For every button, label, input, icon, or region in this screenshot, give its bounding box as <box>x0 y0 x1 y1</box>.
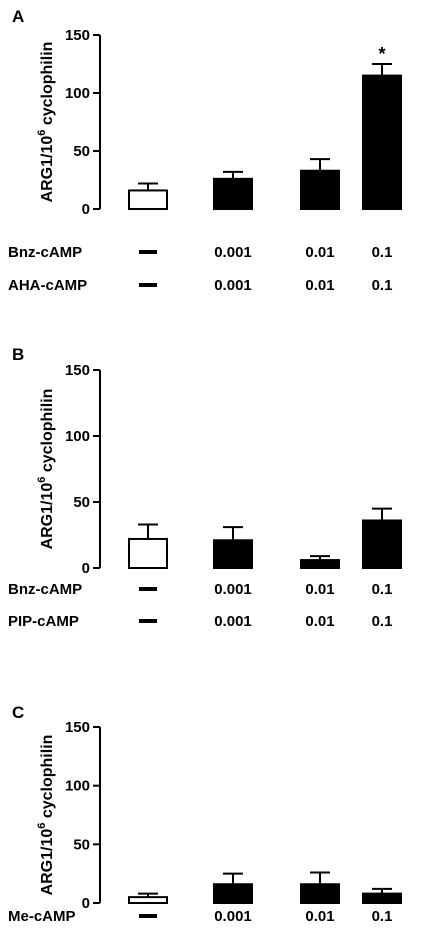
treatment-none-dash <box>139 587 157 591</box>
bar <box>362 892 402 905</box>
bar <box>300 883 340 905</box>
y-tick-label: 0 <box>82 895 90 912</box>
treatment-value: 0.001 <box>214 908 252 925</box>
treatment-row-label: AHA-cAMP <box>8 277 87 294</box>
y-tick-label: 100 <box>65 778 90 795</box>
bar <box>362 74 402 210</box>
bar <box>128 189 168 211</box>
y-tick-label: 50 <box>73 494 90 511</box>
treatment-value: 0.1 <box>372 613 393 630</box>
treatment-none-dash <box>139 250 157 254</box>
y-axis-title-superscript: 6 <box>36 477 48 483</box>
y-tick-label: 100 <box>65 428 90 445</box>
treatment-value: 0.01 <box>305 277 334 294</box>
y-axis-title: ARG1/106 cyclophilin <box>36 42 56 203</box>
panel-a: A ARG1/106 cyclophilin 0 50 100 150 * Bnz-cAMP 0… <box>8 7 402 294</box>
treatment-value: 0.001 <box>214 277 252 294</box>
treatment-value: 0.01 <box>305 244 334 261</box>
bar <box>300 169 340 210</box>
treatment-none-dash <box>139 914 157 918</box>
y-axis-title-main: ARG1/10 <box>39 136 56 203</box>
y-axis-title-main: ARG1/10 <box>39 483 56 550</box>
bar <box>128 896 168 905</box>
treatment-value: 0.001 <box>214 581 252 598</box>
y-axis-title-tail: cyclophilin <box>39 735 56 823</box>
panel-letter: C <box>12 703 24 722</box>
panel-letter: B <box>12 345 24 364</box>
y-axis-title-superscript: 6 <box>36 823 48 829</box>
treatment-value: 0.001 <box>214 244 252 261</box>
y-axis-title-main: ARG1/10 <box>39 829 56 896</box>
panel-letter: A <box>12 7 24 26</box>
significance-marker: * <box>378 44 385 64</box>
y-tick-label: 0 <box>82 560 90 577</box>
bar <box>213 177 253 210</box>
bar <box>213 883 253 905</box>
treatment-row-label: Bnz-cAMP <box>8 581 82 598</box>
treatment-value: 0.1 <box>372 244 393 261</box>
y-tick-label: 0 <box>82 201 90 218</box>
treatment-value: 0.001 <box>214 613 252 630</box>
y-tick-label: 50 <box>73 143 90 160</box>
y-tick-label: 100 <box>65 85 90 102</box>
treatment-none-dash <box>139 619 157 623</box>
treatment-row-label: PIP-cAMP <box>8 613 79 630</box>
treatment-value: 0.1 <box>372 277 393 294</box>
treatment-none-dash <box>139 283 157 287</box>
y-tick-label: 150 <box>65 719 90 736</box>
y-axis-title-tail: cyclophilin <box>39 389 56 477</box>
treatment-value: 0.1 <box>372 908 393 925</box>
treatment-row-label: Bnz-cAMP <box>8 244 82 261</box>
treatment-row-label: Me-cAMP <box>8 908 76 925</box>
panel-c: C ARG1/106 cyclophilin 0 50 100 150 Me-cAMP 0.0… <box>8 703 402 925</box>
bar <box>128 537 168 570</box>
bar <box>300 559 340 570</box>
bar <box>362 519 402 569</box>
y-tick-label: 50 <box>73 836 90 853</box>
y-axis-title: ARG1/106 cyclophilin <box>36 735 56 896</box>
bar <box>213 539 253 570</box>
y-axis-title-superscript: 6 <box>36 130 48 136</box>
y-tick-label: 150 <box>65 27 90 44</box>
treatment-value: 0.01 <box>305 581 334 598</box>
panel-b: B ARG1/106 cyclophilin 0 50 100 150 Bnz-cAMP 0.… <box>8 345 402 630</box>
y-tick-label: 150 <box>65 362 90 379</box>
treatment-value: 0.01 <box>305 908 334 925</box>
treatment-value: 0.1 <box>372 581 393 598</box>
y-axis-title-tail: cyclophilin <box>39 42 56 130</box>
y-axis-title: ARG1/106 cyclophilin <box>36 389 56 550</box>
treatment-value: 0.01 <box>305 613 334 630</box>
